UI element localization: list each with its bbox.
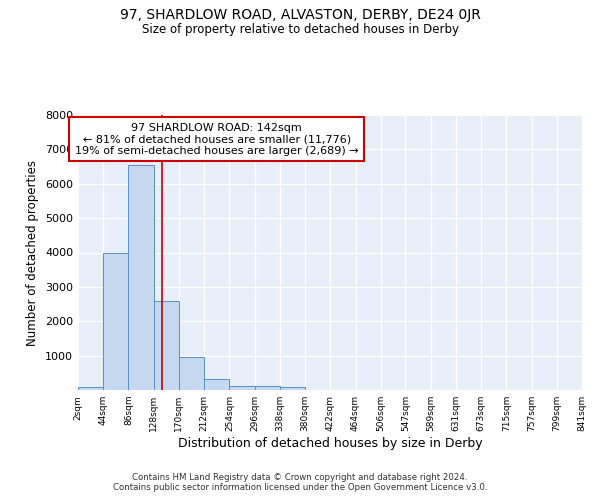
- Bar: [128, 165, 154, 390]
- Bar: [254, 386, 280, 390]
- Bar: [179, 358, 204, 390]
- Bar: [204, 380, 229, 390]
- Y-axis label: Number of detached properties: Number of detached properties: [26, 160, 40, 346]
- Bar: [229, 386, 254, 390]
- Text: Contains HM Land Registry data © Crown copyright and database right 2024.
Contai: Contains HM Land Registry data © Crown c…: [113, 473, 487, 492]
- Bar: [78, 387, 103, 390]
- X-axis label: Distribution of detached houses by size in Derby: Distribution of detached houses by size …: [178, 437, 482, 450]
- Bar: [103, 252, 128, 390]
- Bar: [154, 300, 179, 390]
- Bar: [280, 387, 305, 390]
- Text: 97 SHARDLOW ROAD: 142sqm
← 81% of detached houses are smaller (11,776)
19% of se: 97 SHARDLOW ROAD: 142sqm ← 81% of detach…: [75, 122, 359, 156]
- Text: Size of property relative to detached houses in Derby: Size of property relative to detached ho…: [142, 22, 458, 36]
- Text: 97, SHARDLOW ROAD, ALVASTON, DERBY, DE24 0JR: 97, SHARDLOW ROAD, ALVASTON, DERBY, DE24…: [119, 8, 481, 22]
